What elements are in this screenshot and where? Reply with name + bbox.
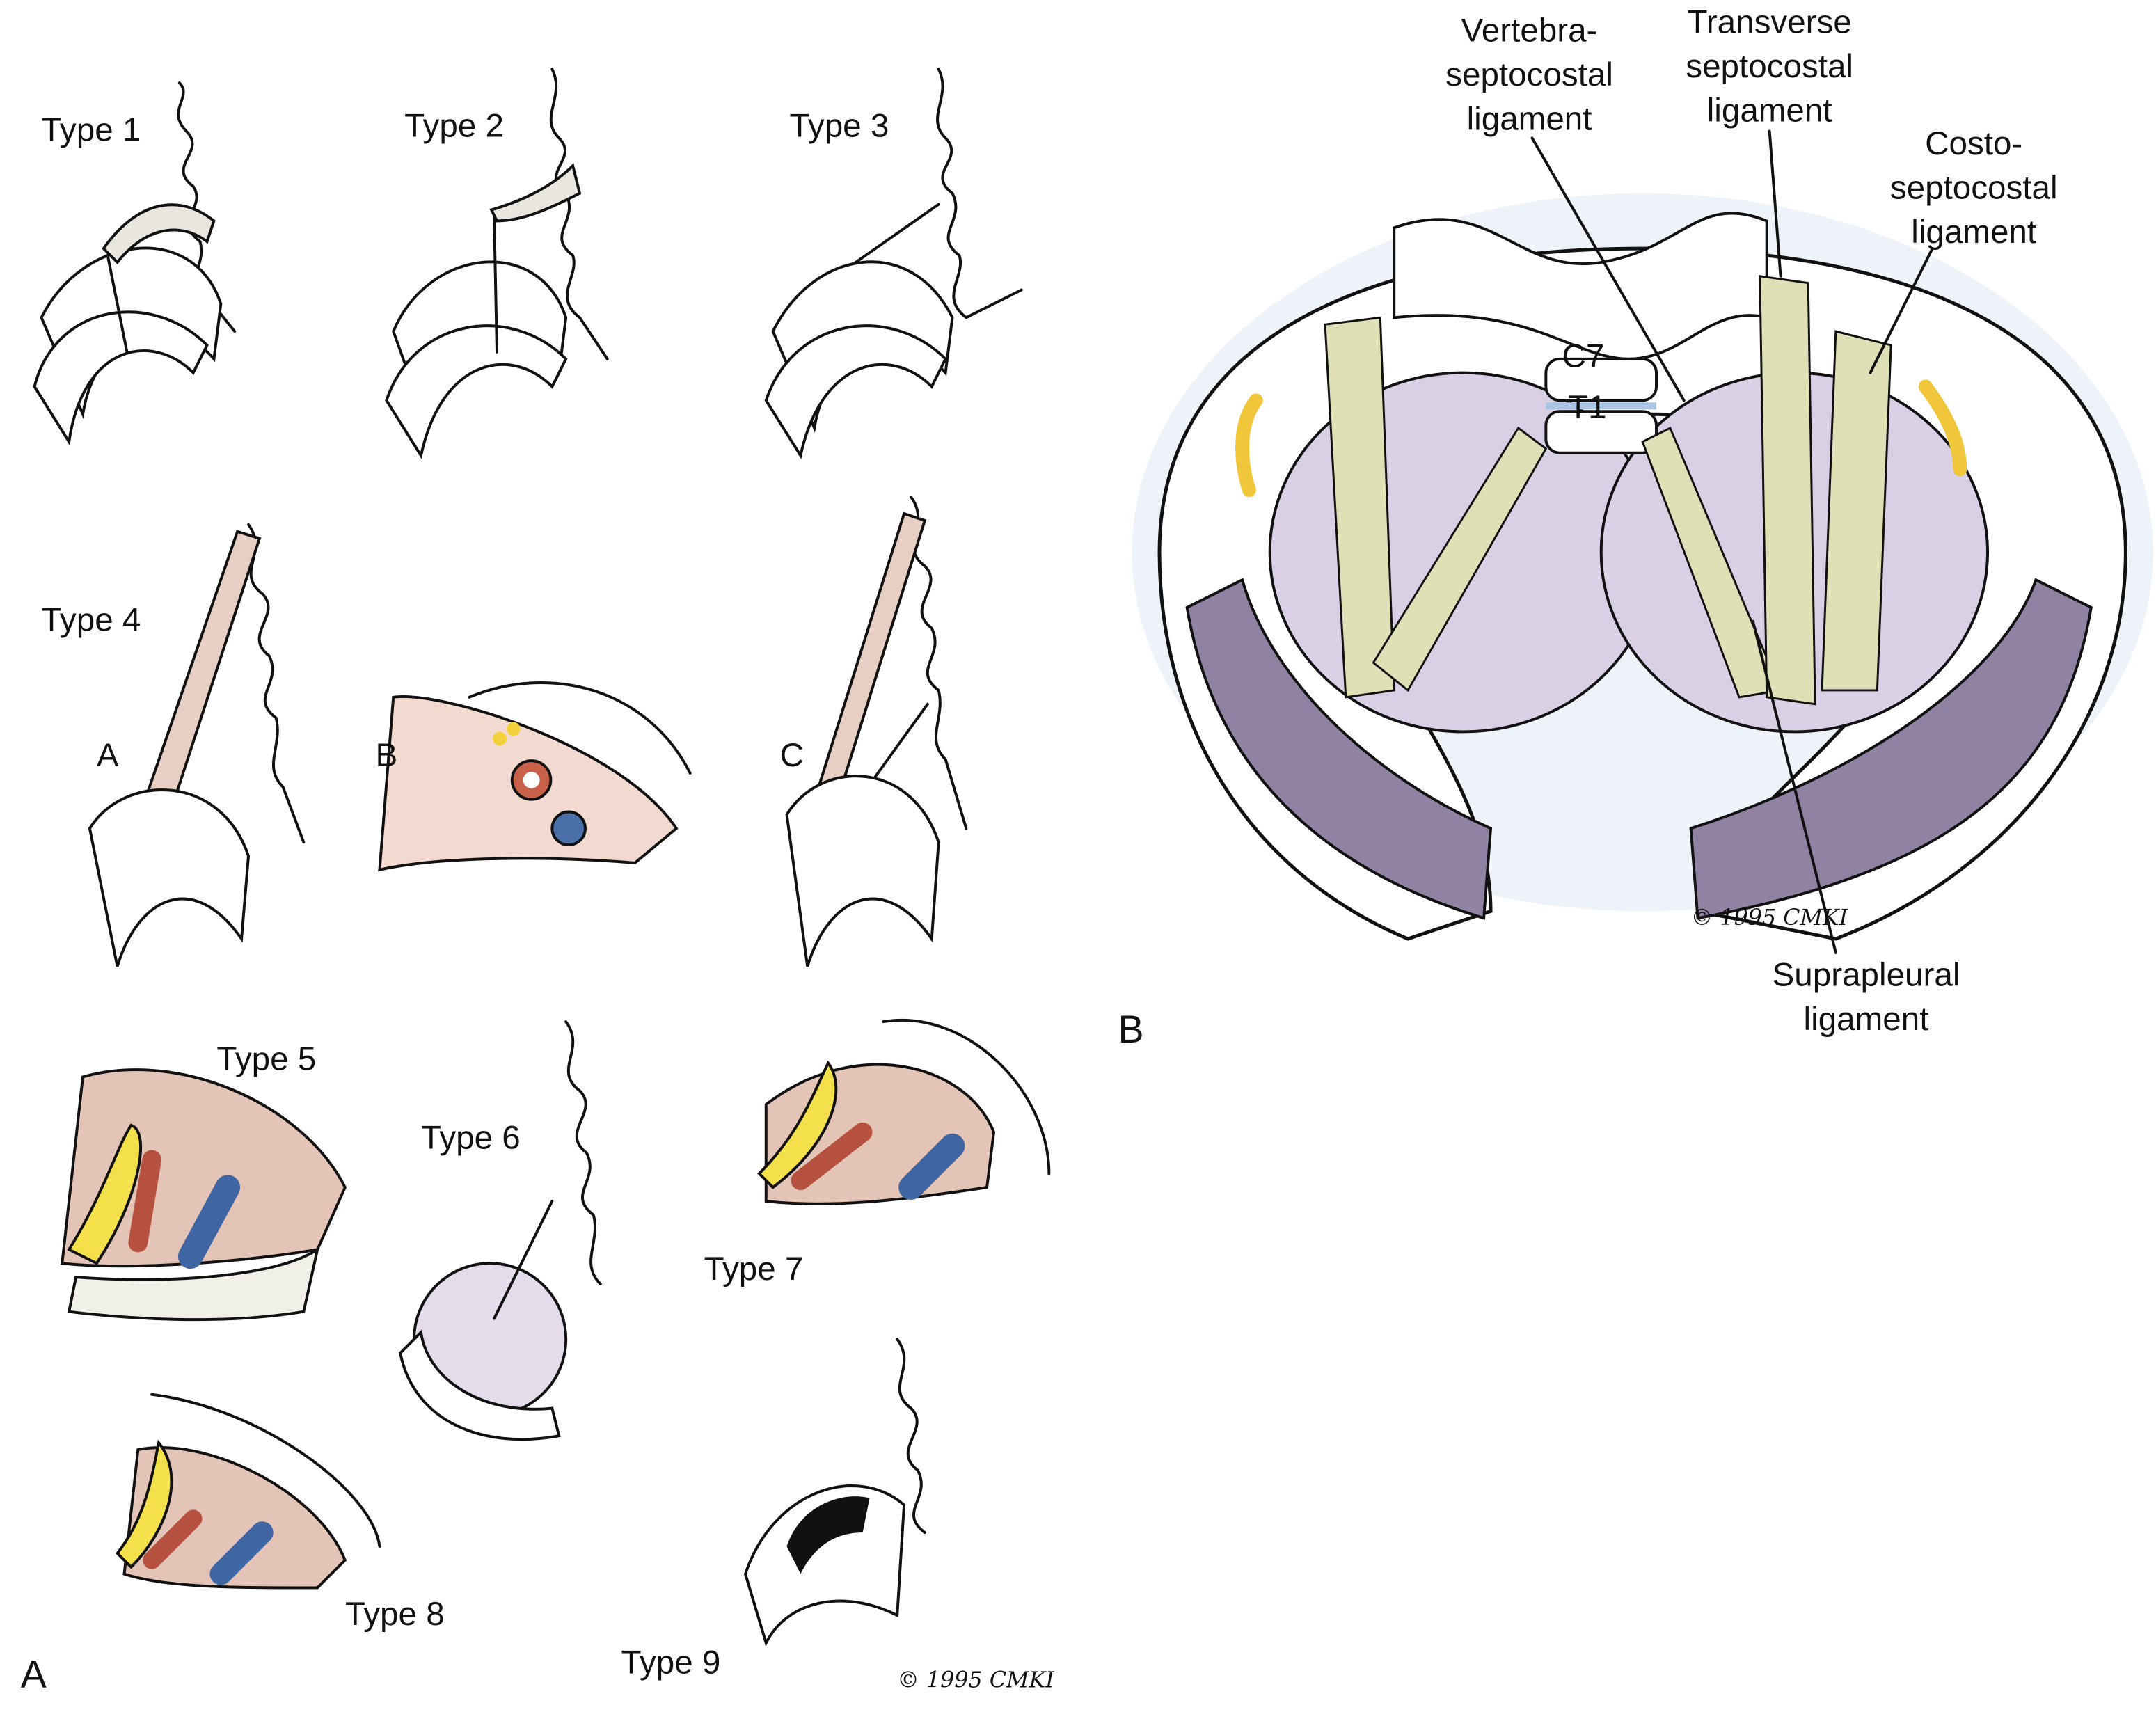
signature: © 1995 CMKI (897, 1667, 1055, 1693)
type-6-sketch (399, 1020, 602, 1441)
vertebra-label: C7 (1562, 338, 1604, 375)
ligament-label: ligament (1804, 1001, 1929, 1038)
ligament-label: septocostal (1890, 170, 2058, 207)
ligament-label: Suprapleural (1773, 956, 1960, 993)
panel-b-illustration (1132, 129, 2154, 954)
type-label: Type 3 (789, 107, 889, 144)
type-label: Type 7 (704, 1251, 804, 1287)
type-label: Type 6 (421, 1120, 521, 1157)
type-2-sketch (385, 68, 609, 459)
type-7-sketch (757, 1019, 1051, 1205)
view-label: B (375, 737, 397, 774)
ligament-label: Transverse (1688, 4, 1852, 41)
type-4-sketch (88, 496, 968, 967)
type-1-sketch (33, 81, 237, 446)
type-9-sketch (743, 1338, 926, 1647)
ligament-label: Vertebra- (1461, 13, 1598, 49)
ligament-label: Costo- (1925, 125, 2022, 162)
signature: © 1995 CMKI (1691, 905, 1849, 930)
labels: Type 1 Type 2 Type 3 Type 4 Type 5 Type 6 Type… (21, 4, 2058, 1696)
type-8-sketch (115, 1393, 381, 1590)
view-label: A (97, 737, 119, 774)
type-label: Type 8 (345, 1596, 445, 1633)
panel-label: B (1118, 1008, 1144, 1051)
ligament-label: ligament (1467, 100, 1592, 137)
type-label: Type 1 (42, 111, 141, 148)
type-label: Type 5 (216, 1040, 316, 1077)
type-label: Type 2 (404, 107, 504, 144)
panel-label: A (21, 1652, 47, 1695)
ligament-label: septocostal (1686, 48, 1853, 85)
ligament-label: ligament (1707, 93, 1832, 129)
type-label: Type 9 (621, 1644, 721, 1681)
view-label: C (780, 737, 804, 774)
ligament-label: septocostal (1445, 56, 1613, 93)
type-label: Type 4 (42, 602, 141, 639)
ligament-label: ligament (1911, 214, 2036, 251)
type-3-sketch (764, 68, 1023, 459)
type-5-sketch (61, 1068, 347, 1322)
vertebra-label: T1 (1568, 389, 1607, 426)
